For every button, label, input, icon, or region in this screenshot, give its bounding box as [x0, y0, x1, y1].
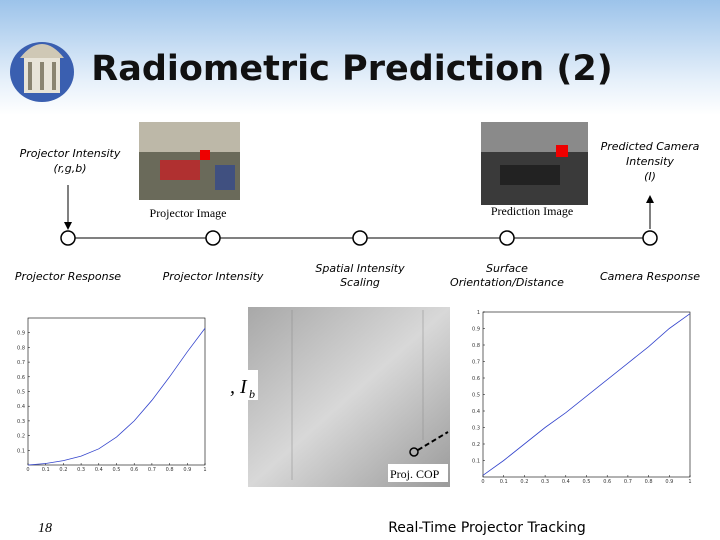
y-tick-label: 0.7 [472, 360, 480, 366]
center-image [248, 307, 450, 487]
top-label: (r,g,b) [53, 162, 86, 175]
cop-ray [417, 431, 449, 451]
response-curve [27, 328, 206, 466]
x-tick-label: 1 [688, 479, 691, 485]
y-tick-label: 0.1 [472, 459, 480, 465]
top-label: Projector Intensity [20, 147, 121, 160]
response-curve [482, 313, 691, 476]
prediction-photo [481, 122, 588, 205]
x-tick-label: 0.5 [583, 479, 591, 485]
x-tick-label: 0.6 [603, 479, 611, 485]
page-number: 18 [38, 521, 52, 536]
x-tick-label: 0.1 [500, 479, 508, 485]
node-label: Projector Response [15, 270, 121, 283]
node-label: Scaling [340, 276, 380, 289]
x-tick-label: 0.7 [148, 467, 156, 473]
node-label: Orientation/Distance [450, 276, 564, 289]
x-tick-label: 0.7 [624, 479, 632, 485]
x-tick-label: 0.3 [541, 479, 549, 485]
node [60, 230, 76, 246]
node [352, 230, 368, 246]
y-tick-label: 0.3 [472, 426, 480, 432]
projector-photo [139, 122, 240, 200]
node-label: Projector Intensity [163, 270, 264, 283]
x-tick-label: 0.3 [77, 467, 85, 473]
header-band [0, 0, 720, 115]
title: Radiometric Prediction (2) [91, 49, 612, 89]
y-tick-label: 0.9 [472, 327, 480, 333]
top-label: Predicted Camera [601, 140, 700, 153]
node-label: Camera Response [600, 270, 700, 283]
x-tick-label: 0 [26, 467, 29, 473]
x-tick-label: 0.8 [645, 479, 653, 485]
cop-marker [409, 447, 419, 457]
y-tick-label: 0.7 [17, 360, 25, 366]
x-tick-label: 0.2 [59, 467, 67, 473]
x-tick-label: 0.9 [665, 479, 673, 485]
y-tick-label: 0.9 [17, 331, 25, 337]
footer-title: Real-Time Projector Tracking [388, 520, 586, 536]
formula-bg [228, 370, 258, 400]
x-tick-label: 0.9 [183, 467, 191, 473]
y-tick-label: 0.2 [17, 434, 25, 440]
x-tick-label: 0 [481, 479, 484, 485]
y-tick-label: 0.5 [472, 393, 480, 399]
x-tick-label: 0.6 [130, 467, 138, 473]
y-tick-label: 0.3 [17, 419, 25, 425]
y-tick-label: 0.8 [17, 345, 25, 351]
x-tick-label: 0.8 [166, 467, 174, 473]
y-tick-label: 0.2 [472, 442, 480, 448]
x-tick-label: 0.4 [562, 479, 570, 485]
y-tick-label: 0.4 [472, 409, 480, 415]
image-caption: Projector Image [150, 206, 227, 220]
y-tick-label: 1 [477, 310, 480, 316]
node [205, 230, 221, 246]
cop-caption: Proj. COP [390, 467, 440, 481]
x-tick-label: 0.2 [520, 479, 528, 485]
node-label: Surface [486, 262, 528, 275]
y-tick-label: 0.6 [472, 376, 480, 382]
y-tick-label: 0.5 [17, 390, 25, 396]
x-tick-label: 0.5 [113, 467, 121, 473]
logo [10, 42, 74, 102]
y-tick-label: 0.8 [472, 343, 480, 349]
x-tick-label: 1 [203, 467, 206, 473]
formula: , I [230, 376, 248, 398]
y-tick-label: 0.1 [17, 448, 25, 454]
caption-bg [388, 464, 448, 482]
node [499, 230, 515, 246]
image-caption: Prediction Image [491, 204, 573, 218]
y-tick-label: 0.6 [17, 375, 25, 381]
node [642, 230, 658, 246]
node-label: Spatial Intensity [315, 262, 405, 275]
x-tick-label: 0.4 [95, 467, 103, 473]
y-tick-label: 0.4 [17, 404, 25, 410]
x-tick-label: 0.1 [42, 467, 50, 473]
plot-frame [27, 317, 206, 466]
top-label: (I) [644, 170, 656, 183]
top-label: Intensity [626, 155, 674, 168]
formula-subscript: b [249, 387, 255, 401]
